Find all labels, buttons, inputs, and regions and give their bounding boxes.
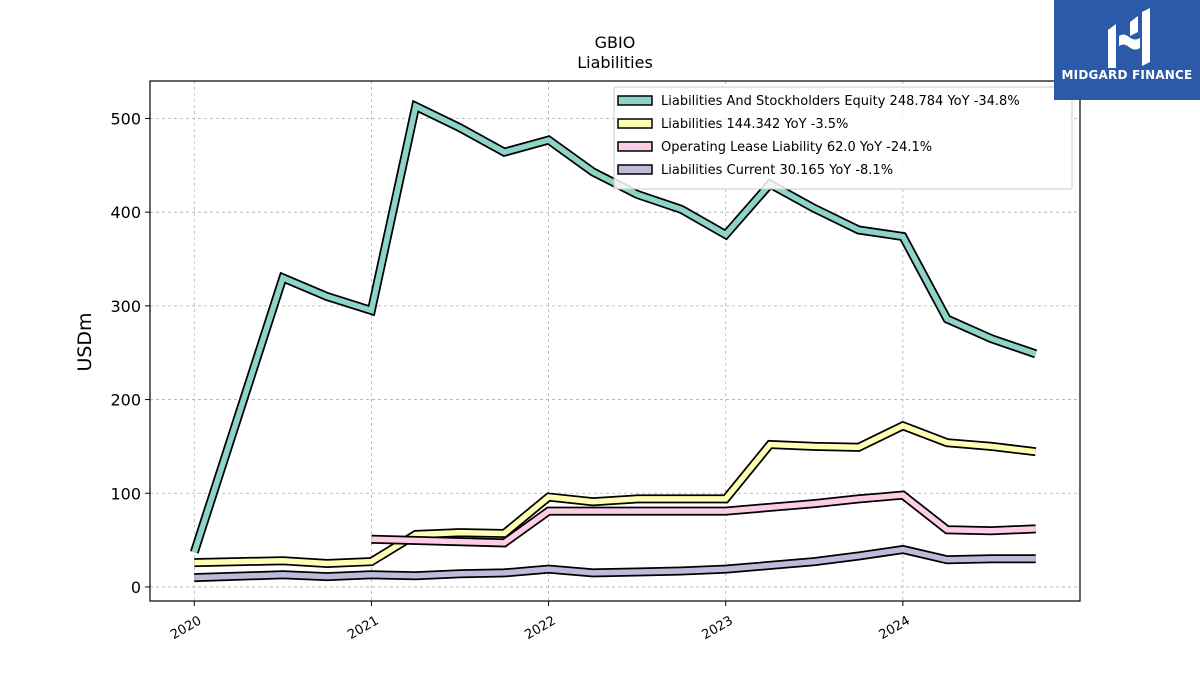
series-line (194, 546, 1036, 581)
logo-text: MIDGARD FINANCE (1061, 68, 1193, 82)
legend-box (613, 86, 1073, 190)
plot-frame (149, 80, 1081, 602)
x-tick-label: 2020 (168, 613, 204, 643)
y-tick-label: 200 (110, 391, 141, 410)
x-tick-label: 2023 (700, 613, 736, 643)
legend-swatch (617, 141, 653, 152)
series-line (191, 102, 1037, 554)
chart-title: GBIO (595, 33, 636, 52)
x-tick-label: 2021 (345, 613, 381, 643)
series-line (371, 492, 1036, 546)
legend-label: Liabilities Current 30.165 YoY -8.1% (661, 163, 893, 178)
midgard-finance-logo: MIDGARD FINANCE (1054, 0, 1200, 100)
legend-label: Operating Lease Liability 62.0 YoY -24.1… (661, 140, 932, 155)
legend-swatch (617, 164, 653, 175)
y-tick-label: 300 (110, 297, 141, 316)
x-tick-label: 2024 (877, 613, 913, 643)
series-layer (190, 99, 1038, 583)
series-line (194, 422, 1037, 567)
legend-swatch (617, 118, 653, 129)
x-tick-label: 2022 (522, 613, 558, 643)
legend-label: Liabilities 144.342 YoY -3.5% (661, 117, 848, 132)
legend: Liabilities And Stockholders Equity 248.… (613, 86, 1073, 190)
y-tick-label: 100 (110, 484, 141, 503)
y-tick-label: 0 (131, 578, 141, 597)
legend-swatch (617, 95, 653, 106)
chart-subtitle: Liabilities (577, 53, 653, 72)
y-tick-label: 500 (110, 109, 141, 128)
y-axis-label: USDm (74, 312, 96, 371)
legend-label: Liabilities And Stockholders Equity 248.… (661, 94, 1020, 109)
logo-mark-icon (1108, 8, 1150, 68)
y-tick-label: 400 (110, 203, 141, 222)
